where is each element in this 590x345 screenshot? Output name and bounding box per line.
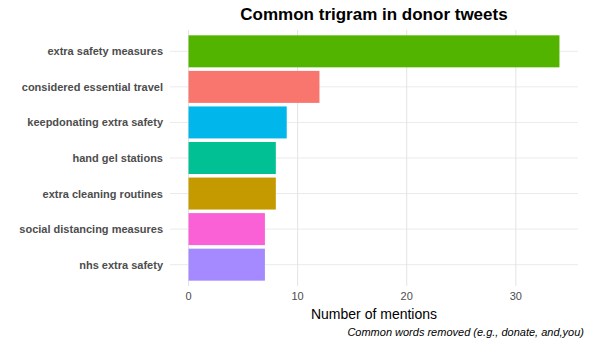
title: Common trigram in donor tweets xyxy=(240,5,507,24)
chart-container: 0 10 20 30 extra safety measures considered e… xyxy=(0,0,590,345)
tick-label: 10 xyxy=(292,290,304,302)
bar xyxy=(189,249,265,281)
bar xyxy=(189,213,265,245)
category-label: nhs extra safety xyxy=(79,259,164,271)
bar xyxy=(189,178,276,210)
category-label: extra safety measures xyxy=(47,45,163,57)
caption: Common words removed (e.g., donate, and,… xyxy=(347,326,584,338)
chart-svg: 0 10 20 30 extra safety measures considered e… xyxy=(0,0,590,345)
x-axis-label: Number of mentions xyxy=(311,306,437,322)
category-label: social distancing measures xyxy=(19,223,163,235)
tick-label: 30 xyxy=(510,290,522,302)
grid-line xyxy=(297,30,298,286)
bar xyxy=(189,106,287,138)
tick-label: 20 xyxy=(401,290,413,302)
bar xyxy=(189,142,276,174)
category-label: extra cleaning routines xyxy=(43,188,163,200)
tick-label: 0 xyxy=(185,290,191,302)
category-label: hand gel stations xyxy=(73,152,163,164)
bar xyxy=(189,35,560,67)
grid xyxy=(170,30,578,286)
category-label: keepdonating extra safety xyxy=(27,116,164,128)
bar xyxy=(189,71,320,103)
category-label: considered essential travel xyxy=(22,81,163,93)
grid-line xyxy=(515,30,516,286)
grid-line xyxy=(406,30,407,286)
bars xyxy=(189,35,560,280)
